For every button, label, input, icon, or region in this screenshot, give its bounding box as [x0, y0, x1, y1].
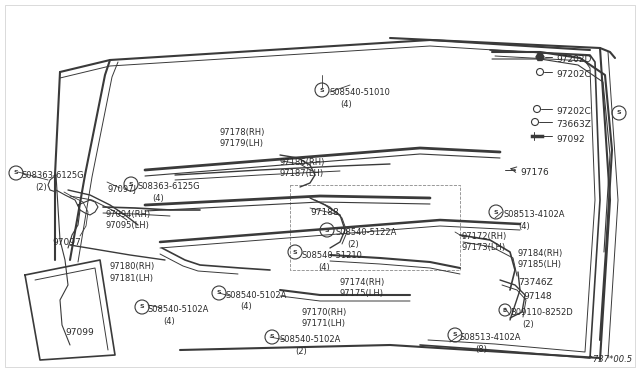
Text: 97094(RH): 97094(RH)	[106, 210, 151, 219]
Text: B09110-8252D: B09110-8252D	[510, 308, 573, 317]
Text: S: S	[493, 209, 499, 215]
Text: S: S	[324, 228, 330, 232]
Text: 97170(RH): 97170(RH)	[302, 308, 348, 317]
Text: S08540-5122A: S08540-5122A	[335, 228, 396, 237]
Text: S08540-51210: S08540-51210	[302, 251, 363, 260]
Text: 97174(RH): 97174(RH)	[340, 278, 385, 287]
Text: 97186(RH): 97186(RH)	[280, 158, 325, 167]
Text: 97185(LH): 97185(LH)	[518, 260, 562, 269]
Text: 97148: 97148	[523, 292, 552, 301]
Text: 97099: 97099	[65, 328, 93, 337]
Text: 97184(RH): 97184(RH)	[518, 249, 563, 258]
Text: (4): (4)	[240, 302, 252, 311]
Text: S: S	[217, 291, 221, 295]
Text: 97176: 97176	[520, 168, 548, 177]
Text: 97097J: 97097J	[107, 185, 136, 194]
Text: ^737*00.5: ^737*00.5	[586, 355, 632, 364]
Text: 97202C: 97202C	[556, 70, 591, 79]
Text: S08513-4102A: S08513-4102A	[460, 333, 522, 342]
Text: S: S	[320, 87, 324, 93]
Text: 97092: 97092	[556, 135, 584, 144]
Text: (2): (2)	[347, 240, 359, 249]
Text: 97180(RH): 97180(RH)	[110, 262, 156, 271]
Text: (4): (4)	[340, 100, 352, 109]
Text: S08363-6125G: S08363-6125G	[22, 171, 84, 180]
Text: (2): (2)	[295, 347, 307, 356]
Text: S08540-5102A: S08540-5102A	[280, 335, 341, 344]
Text: S: S	[140, 305, 144, 310]
Text: (8): (8)	[475, 345, 487, 354]
Text: 97175(LH): 97175(LH)	[340, 289, 384, 298]
Text: 97188: 97188	[310, 208, 339, 217]
Text: (4): (4)	[518, 222, 530, 231]
Text: (2): (2)	[35, 183, 47, 192]
Text: 73663Z: 73663Z	[556, 120, 591, 129]
Text: 97202C: 97202C	[556, 107, 591, 116]
Text: S08513-4102A: S08513-4102A	[503, 210, 564, 219]
Text: (4): (4)	[163, 317, 175, 326]
Text: S: S	[617, 110, 621, 115]
Text: S: S	[292, 250, 298, 254]
Text: 97171(LH): 97171(LH)	[302, 319, 346, 328]
Text: S: S	[269, 334, 275, 340]
Text: 97172(RH): 97172(RH)	[462, 232, 508, 241]
Text: S08363-6125G: S08363-6125G	[138, 182, 200, 191]
Text: (2): (2)	[522, 320, 534, 329]
Text: 97179(LH): 97179(LH)	[220, 139, 264, 148]
Text: 97202D: 97202D	[556, 55, 591, 64]
Text: S08540-51010: S08540-51010	[330, 88, 391, 97]
Text: 97173(LH): 97173(LH)	[462, 243, 506, 252]
Text: S08540-5102A: S08540-5102A	[148, 305, 209, 314]
Text: S: S	[13, 170, 19, 176]
Polygon shape	[536, 54, 544, 61]
Text: 97181(LH): 97181(LH)	[110, 274, 154, 283]
Text: 73746Z: 73746Z	[518, 278, 553, 287]
Text: B: B	[503, 308, 507, 312]
Text: (4): (4)	[318, 263, 330, 272]
Text: 97095(LH): 97095(LH)	[106, 221, 150, 230]
Text: S: S	[452, 333, 458, 337]
Text: S: S	[129, 182, 133, 186]
Text: 97097: 97097	[52, 238, 81, 247]
Text: 97187(LH): 97187(LH)	[280, 169, 324, 178]
Text: 97178(RH): 97178(RH)	[220, 128, 266, 137]
Text: (4): (4)	[152, 194, 164, 203]
Text: S08540-5102A: S08540-5102A	[225, 291, 286, 300]
